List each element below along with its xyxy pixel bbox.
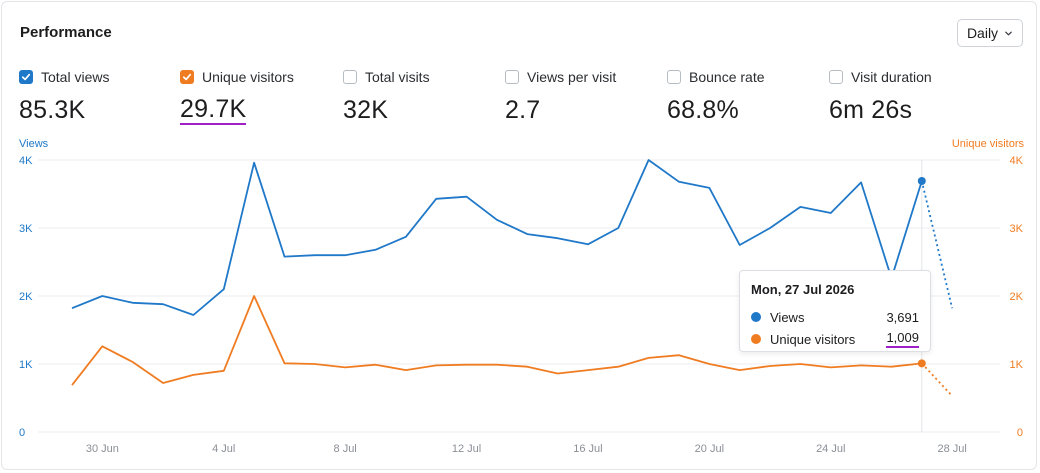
metric-label: Total visits — [365, 69, 430, 85]
interval-dropdown[interactable]: Daily — [957, 19, 1023, 47]
metric-views-per-visit[interactable]: Views per visit 2.7 — [505, 68, 616, 125]
metric-header[interactable]: Total visits — [343, 68, 430, 86]
tooltip-row-value: 1,009 — [886, 330, 919, 348]
series-partial-line — [920, 180, 954, 309]
card-title: Performance — [20, 24, 112, 41]
left-y-tick-label: 3K — [19, 223, 33, 235]
x-tick-label: 24 Jul — [816, 443, 845, 455]
left-y-tick-label: 2K — [19, 291, 33, 303]
tooltip-row-visitors: Unique visitors 1,009 — [751, 328, 919, 350]
metric-header[interactable]: Views per visit — [505, 68, 616, 86]
right-y-tick-label: 2K — [1010, 291, 1024, 303]
metric-total-visits[interactable]: Total visits 32K — [343, 68, 430, 125]
metric-header[interactable]: Total views — [19, 68, 109, 86]
tooltip-row-label: Views — [770, 309, 805, 325]
right-y-tick-label: 1K — [1010, 359, 1024, 371]
series-line-unique-visitors — [71, 295, 922, 386]
metric-header[interactable]: Bounce rate — [667, 68, 765, 86]
series-partial-line — [921, 362, 953, 397]
metric-header[interactable]: Visit duration — [829, 68, 932, 86]
left-y-tick-label: 1K — [19, 359, 33, 371]
unique-visitors-dot-icon — [751, 334, 761, 344]
right-y-tick-label: 4K — [1010, 155, 1024, 167]
metric-label: Views per visit — [527, 69, 617, 85]
metric-value: 6m 26s — [829, 96, 913, 124]
metric-unique-visitors[interactable]: Unique visitors 29.7K — [180, 68, 294, 125]
x-tick-label: 12 Jul — [452, 443, 481, 455]
metric-bounce-rate[interactable]: Bounce rate 68.8% — [667, 68, 765, 125]
x-tick-label: 4 Jul — [212, 443, 235, 455]
metric-label: Unique visitors — [202, 69, 294, 85]
left-axis-title: Views — [19, 138, 49, 150]
metric-label: Total views — [41, 69, 110, 85]
metric-checkbox[interactable] — [505, 70, 519, 84]
metric-visit-duration[interactable]: Visit duration 6m 26s — [829, 68, 932, 125]
tooltip-row-label: Unique visitors — [770, 331, 856, 347]
selected-point-dot — [917, 177, 926, 186]
checkmark-icon — [21, 73, 31, 81]
right-y-tick-label: 0 — [1017, 427, 1023, 439]
metric-checkbox[interactable] — [19, 70, 33, 84]
metric-value: 2.7 — [505, 96, 541, 124]
x-tick-label: 20 Jul — [695, 443, 724, 455]
views-dot-icon — [751, 312, 761, 322]
tooltip-date: Mon, 27 Jul 2026 — [751, 282, 855, 297]
right-y-tick-label: 3K — [1010, 223, 1024, 235]
left-y-tick-label: 4K — [19, 155, 33, 167]
metric-label: Bounce rate — [689, 69, 765, 85]
tooltip-row-views: Views 3,691 — [751, 306, 919, 328]
interval-dropdown-label: Daily — [966, 25, 999, 41]
series-line-views — [71, 159, 923, 316]
x-tick-label: 30 Jun — [86, 443, 119, 455]
checkmark-icon — [182, 73, 192, 81]
metric-checkbox[interactable] — [343, 70, 357, 84]
metric-label: Visit duration — [851, 69, 932, 85]
left-y-tick-label: 0 — [19, 427, 25, 439]
chevron-down-icon — [1005, 31, 1012, 35]
metric-value: 29.7K — [180, 95, 247, 125]
metric-header[interactable]: Unique visitors — [180, 68, 294, 86]
metric-value: 68.8% — [667, 96, 739, 124]
metric-checkbox[interactable] — [180, 70, 194, 84]
selected-point-dot — [917, 359, 926, 368]
x-tick-label: 8 Jul — [334, 443, 357, 455]
metric-checkbox[interactable] — [667, 70, 681, 84]
x-tick-label: 16 Jul — [573, 443, 602, 455]
metric-value: 85.3K — [19, 96, 86, 124]
chart-tooltip: Mon, 27 Jul 2026 Views 3,691 Unique visi… — [739, 270, 931, 352]
right-axis-title: Unique visitors — [951, 138, 1024, 150]
metric-total-views[interactable]: Total views 85.3K — [19, 68, 109, 125]
metric-value: 32K — [343, 96, 389, 124]
tooltip-row-value: 3,691 — [886, 309, 919, 325]
metric-checkbox[interactable] — [829, 70, 843, 84]
x-tick-label: 28 Jul — [937, 443, 966, 455]
